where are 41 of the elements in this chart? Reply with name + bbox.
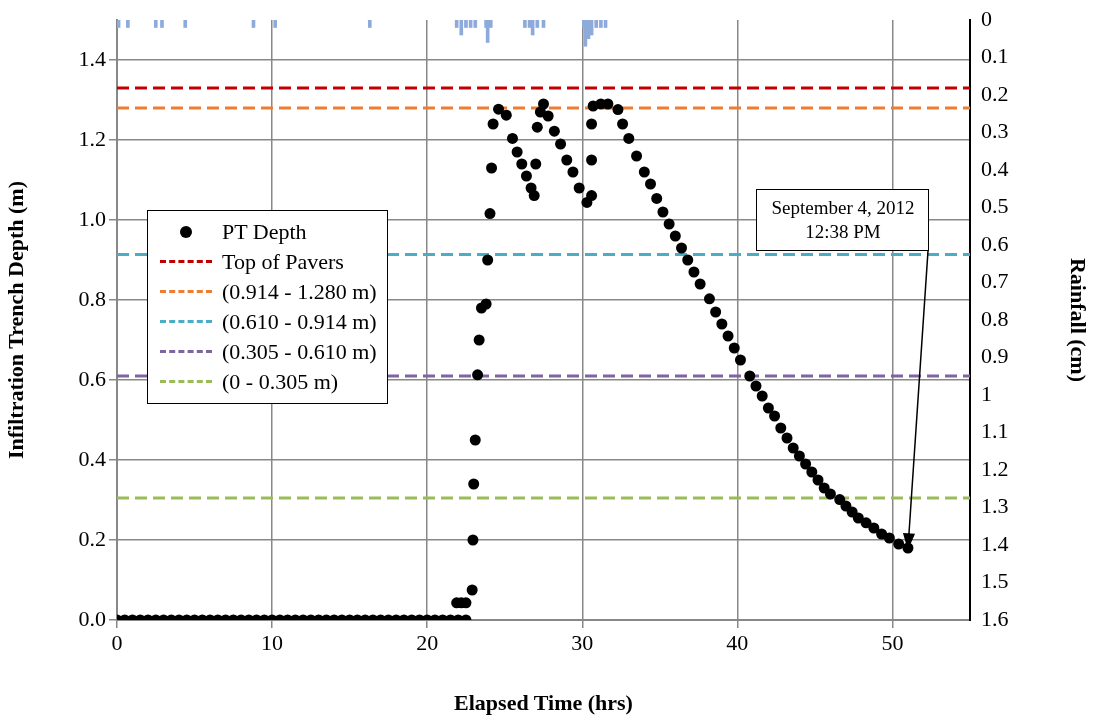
y-tick-label: 1.0 xyxy=(78,205,106,231)
y-tick-label: 0.0 xyxy=(78,605,106,631)
legend-label: (0 - 0.305 m) xyxy=(222,369,339,395)
y2-tick-label: 1.4 xyxy=(981,530,1009,556)
x-axis-title: Elapsed Time (hrs) xyxy=(454,690,633,716)
x-tick-label: 0 xyxy=(111,629,123,655)
y2-tick-label: 1.5 xyxy=(981,568,1009,594)
y-tick-label: 0.6 xyxy=(78,365,106,391)
y2-tick-label: 0.9 xyxy=(981,343,1009,369)
x-tick-label: 40 xyxy=(726,629,749,655)
x-tick-label: 30 xyxy=(571,629,594,655)
y2-tick-label: 0.7 xyxy=(981,268,1009,294)
x-tick-label: 50 xyxy=(881,629,904,655)
annotation: September 4, 2012 12:38 PM xyxy=(756,189,930,251)
y2-tick-label: 0.8 xyxy=(981,305,1009,331)
y2-tick-label: 1 xyxy=(981,380,992,406)
legend-label: (0.610 - 0.914 m) xyxy=(222,309,377,335)
y-tick-label: 0.8 xyxy=(78,285,106,311)
y2-tick-label: 1.3 xyxy=(981,493,1009,519)
y-axis-title: Infiltration Trench Depth (m) xyxy=(2,180,28,460)
y2-axis-title: Rainfall (cm) xyxy=(1066,257,1092,383)
y2-tick-label: 0.2 xyxy=(981,80,1009,106)
y-tick-label: 1.4 xyxy=(78,45,106,71)
y2-tick-label: 0.3 xyxy=(981,118,1009,144)
legend-label: PT Depth xyxy=(222,219,307,245)
legend-label: Top of Pavers xyxy=(222,249,344,275)
y2-tick-label: 0.6 xyxy=(981,230,1009,256)
y-tick-label: 1.2 xyxy=(78,125,106,151)
y2-tick-label: 0 xyxy=(981,5,992,31)
y2-tick-label: 0.1 xyxy=(981,43,1009,69)
y2-tick-label: 1.2 xyxy=(981,455,1009,481)
y-tick-label: 0.2 xyxy=(78,525,106,551)
y2-tick-label: 0.5 xyxy=(981,193,1009,219)
y2-tick-label: 1.1 xyxy=(981,418,1009,444)
y-tick-label: 0.4 xyxy=(78,445,106,471)
x-tick-label: 10 xyxy=(261,629,284,655)
legend-label: (0.305 - 0.610 m) xyxy=(222,339,377,365)
x-tick-label: 20 xyxy=(416,629,439,655)
y2-tick-label: 1.6 xyxy=(981,605,1009,631)
y2-tick-label: 0.4 xyxy=(981,155,1009,181)
legend-label: (0.914 - 1.280 m) xyxy=(222,279,377,305)
